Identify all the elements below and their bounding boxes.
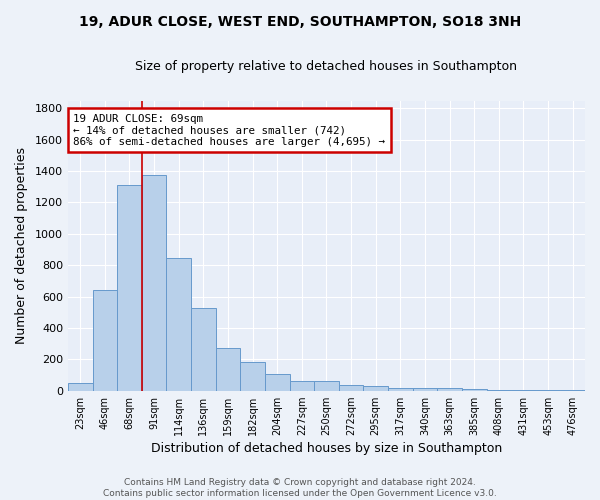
- Y-axis label: Number of detached properties: Number of detached properties: [15, 147, 28, 344]
- Bar: [92, 290, 117, 390]
- Bar: [68, 383, 92, 390]
- Bar: [364, 386, 388, 390]
- Bar: [339, 385, 364, 390]
- Title: Size of property relative to detached houses in Southampton: Size of property relative to detached ho…: [136, 60, 517, 73]
- X-axis label: Distribution of detached houses by size in Southampton: Distribution of detached houses by size …: [151, 442, 502, 455]
- Bar: [290, 380, 314, 390]
- Bar: [240, 362, 265, 390]
- Text: Contains HM Land Registry data © Crown copyright and database right 2024.
Contai: Contains HM Land Registry data © Crown c…: [103, 478, 497, 498]
- Bar: [215, 348, 240, 391]
- Text: 19 ADUR CLOSE: 69sqm
← 14% of detached houses are smaller (742)
86% of semi-deta: 19 ADUR CLOSE: 69sqm ← 14% of detached h…: [73, 114, 385, 147]
- Bar: [265, 374, 290, 390]
- Bar: [388, 388, 413, 390]
- Bar: [142, 175, 166, 390]
- Bar: [117, 185, 142, 390]
- Bar: [413, 388, 437, 390]
- Bar: [166, 258, 191, 390]
- Text: 19, ADUR CLOSE, WEST END, SOUTHAMPTON, SO18 3NH: 19, ADUR CLOSE, WEST END, SOUTHAMPTON, S…: [79, 15, 521, 29]
- Bar: [191, 308, 215, 390]
- Bar: [314, 380, 339, 390]
- Bar: [462, 389, 487, 390]
- Bar: [437, 388, 462, 390]
